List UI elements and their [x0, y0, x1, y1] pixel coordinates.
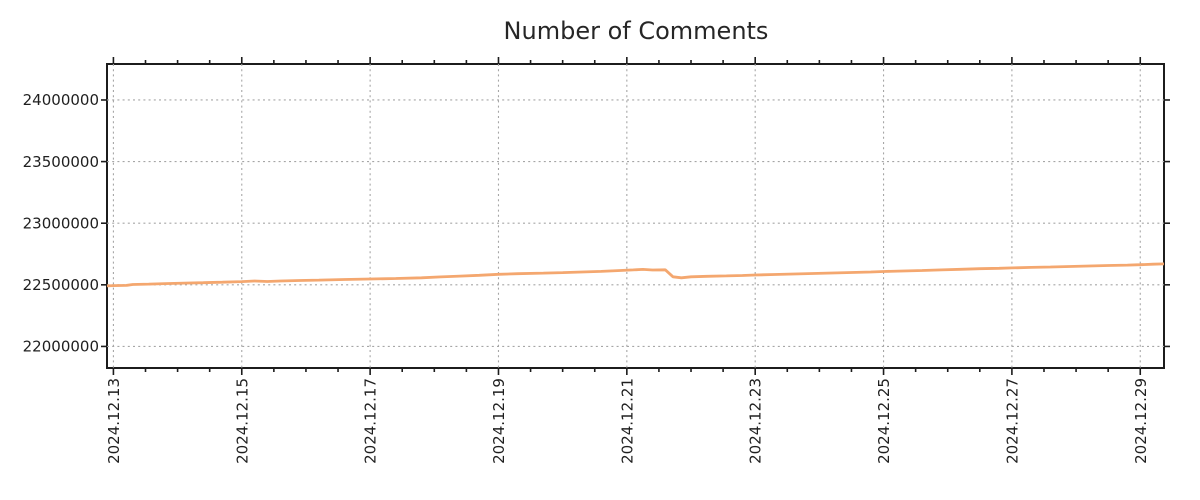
x-tick-label: 2024.12.15 [233, 378, 251, 464]
x-tick-label: 2024.12.13 [105, 378, 123, 464]
x-tick-label: 2024.12.27 [1003, 378, 1021, 464]
y-tick-label: 23000000 [23, 214, 99, 232]
y-tick-label: 22000000 [23, 338, 99, 356]
x-tick-label: 2024.12.21 [618, 378, 636, 464]
y-tick-label: 23500000 [23, 153, 99, 171]
plot-frame [106, 63, 1165, 369]
x-tick-label: 2024.12.29 [1132, 378, 1150, 464]
chart-title: Number of Comments [504, 17, 769, 45]
series-line [106, 262, 1165, 288]
x-tick-label: 2024.12.23 [747, 378, 765, 464]
y-tick-label: 22500000 [23, 276, 99, 294]
y-tick-label: 24000000 [23, 91, 99, 109]
x-tick-label: 2024.12.19 [490, 378, 508, 464]
x-tick-label: 2024.12.17 [362, 378, 380, 464]
x-tick-label: 2024.12.25 [875, 378, 893, 464]
